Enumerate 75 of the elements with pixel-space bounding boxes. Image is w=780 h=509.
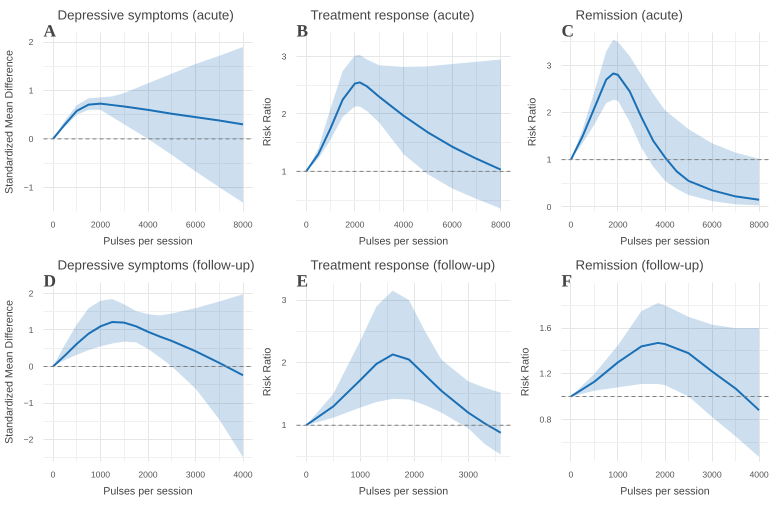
annotation: F [562,272,572,290]
y-tick-label: 2 [282,358,287,368]
x-tick-label: 0 [568,470,574,480]
x-tick-label: 6000 [186,220,206,230]
y-tick-label: 0 [28,362,34,372]
y-tick-label: 1 [28,86,34,96]
x-axis-title: Pulses per session [620,486,710,498]
x-tick-label: 2000 [345,220,365,230]
y-tick-label: −1 [24,182,34,192]
y-tick-label: 0.8 [539,414,552,424]
x-tick-label: 4000 [655,220,675,230]
chart-title: Remission (follow-up) [576,258,704,272]
annotation: D [44,272,56,290]
y-tick-label: 2 [28,288,34,298]
annotation: A [44,22,56,40]
y-tick-label: 3 [282,295,287,306]
x-axis-title: Pulses per session [358,236,448,248]
x-tick-label: 1000 [350,470,370,480]
x-axis-title: Pulses per session [103,486,193,498]
y-tick-label: 1 [282,420,287,430]
x-tick-label: 6000 [702,220,722,230]
y-axis-title: Risk Ratio [526,98,539,146]
x-tick-label: 0 [50,220,56,230]
x-tick-label: 0 [304,220,309,230]
y-tick-label: 1 [28,324,34,335]
y-tick-label: 1.2 [539,368,552,379]
y-tick-label: −2 [24,434,34,445]
chart-title: Treatment response (follow-up) [310,258,496,272]
x-tick-label: 0 [304,470,309,480]
x-tick-label: 4000 [138,220,158,230]
x-tick-label: 4000 [394,220,414,230]
y-axis-title: Risk Ratio [262,98,274,146]
x-tick-label: 2000 [90,220,110,230]
x-tick-label: 2000 [608,220,628,230]
y-axis-title: Risk Ratio [262,348,274,396]
annotation: B [296,22,308,40]
y-tick-label: 3 [282,52,287,62]
chart-title: Remission (acute) [576,8,683,22]
y-tick-label: 2 [28,37,34,48]
x-axis-title: Pulses per session [103,236,193,248]
y-axis-title: Standardized Mean Difference [4,300,16,444]
x-tick-label: 6000 [442,220,462,230]
y-tick-label: 0 [546,202,552,212]
x-axis-title: Pulses per session [620,236,710,248]
chart-title: Treatment response (acute) [310,8,474,22]
x-tick-label: 2000 [138,470,158,480]
y-tick-label: −1 [24,398,34,408]
y-tick-label: 2 [546,108,552,118]
x-tick-label: 2000 [404,470,424,480]
y-tick-label: 0 [28,134,34,144]
annotation: C [562,22,574,40]
x-tick-label: 8000 [233,220,253,230]
x-tick-label: 8000 [749,220,769,230]
x-tick-label: 3000 [702,470,722,480]
x-tick-label: 8000 [491,220,511,230]
y-tick-label: 1.6 [539,323,552,334]
y-axis-title: Risk Ratio [519,348,532,396]
x-tick-label: 2000 [655,470,675,480]
y-tick-label: 2 [282,108,287,119]
annotation: E [296,272,308,290]
y-tick-label: 1 [546,154,552,165]
x-tick-label: 1000 [608,470,628,480]
x-tick-label: 3000 [186,470,206,480]
x-tick-label: 0 [568,220,574,230]
y-axis-title: Standardized Mean Difference [4,50,16,194]
x-tick-label: 3000 [458,470,478,480]
x-tick-label: 4000 [233,470,253,480]
x-tick-label: 0 [50,470,56,480]
y-tick-label: 1 [282,166,287,176]
chart-title: Depressive symptoms (acute) [58,8,234,22]
chart-title: Depressive symptoms (follow-up) [58,258,255,272]
y-tick-label: 3 [546,60,552,70]
x-tick-label: 1000 [90,470,110,480]
x-axis-title: Pulses per session [358,486,448,498]
x-tick-label: 4000 [749,470,769,480]
